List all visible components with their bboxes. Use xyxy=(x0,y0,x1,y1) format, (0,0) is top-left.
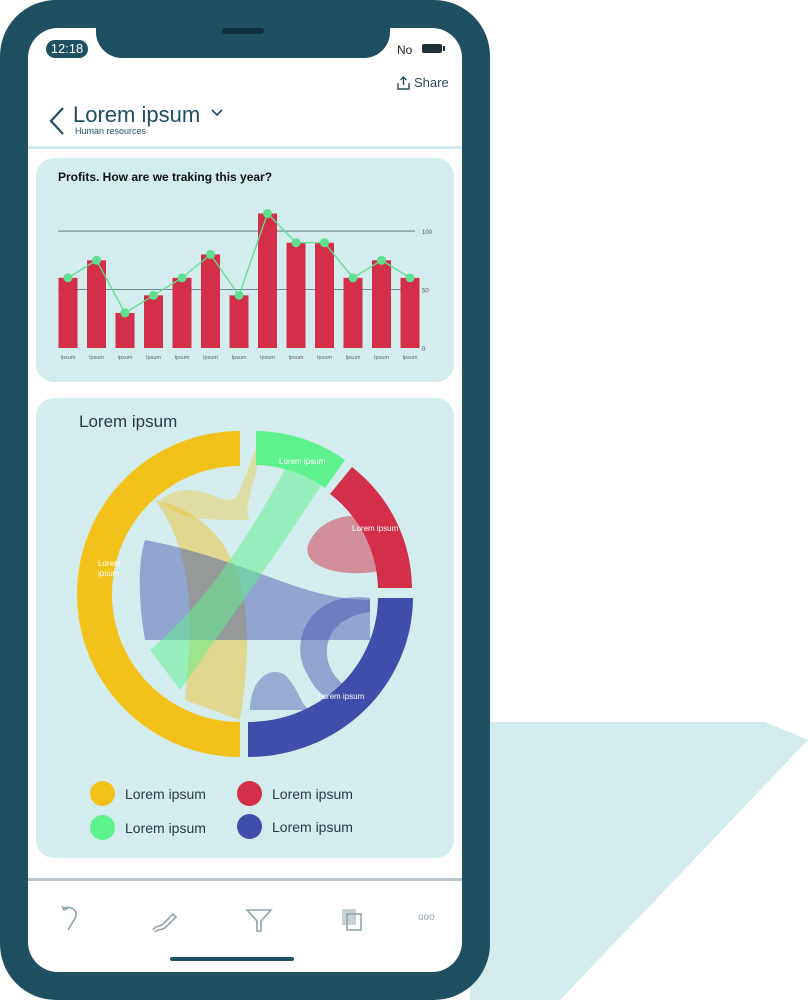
pen-icon[interactable] xyxy=(151,910,179,934)
segment-label-blue: Lorem ipsum xyxy=(318,692,365,701)
x-tick-label: Ipsum xyxy=(175,355,190,361)
x-tick-label: Ipsum xyxy=(374,355,389,361)
trend-point xyxy=(206,249,215,259)
legend-item-red: Lorem ipsum xyxy=(237,781,353,806)
trend-point xyxy=(263,209,272,219)
legend-item-blue: Lorem ipsum xyxy=(237,814,353,839)
bar xyxy=(343,277,363,348)
trend-point xyxy=(234,290,244,300)
legend-item-green: Lorem ipsum xyxy=(90,815,206,840)
x-tick-label: Ipsum xyxy=(118,355,133,361)
bar xyxy=(400,277,420,348)
trend-point xyxy=(291,238,301,248)
filter-icon[interactable] xyxy=(245,907,273,933)
trend-point xyxy=(63,273,73,283)
bar xyxy=(58,277,78,348)
share-label: Share xyxy=(414,75,449,90)
y-tick-label: 0 xyxy=(422,347,426,353)
distribution-card-title: Lorem ipsum xyxy=(79,412,178,431)
x-tick-label: Ipsum xyxy=(346,355,361,361)
bar xyxy=(372,260,391,348)
trend-point xyxy=(120,308,130,318)
legend-dot-red xyxy=(237,781,262,806)
bar xyxy=(315,242,334,348)
profits-card-title: Profits. How are we traking this year? xyxy=(58,170,273,184)
segment-arc-blue xyxy=(248,598,413,757)
chevron-down-icon[interactable] xyxy=(211,108,223,118)
segment-label-yellow: Lorem xyxy=(98,559,121,568)
trend-point xyxy=(377,255,386,265)
undo-icon[interactable] xyxy=(60,904,82,932)
legend-dot-yellow xyxy=(90,781,115,806)
legend-label: Lorem ipsum xyxy=(125,785,206,802)
header-divider xyxy=(28,146,462,149)
x-tick-label: Ipsum xyxy=(61,355,76,361)
ribbon-yellow-green xyxy=(160,432,262,520)
legend-item-yellow: Lorem ipsum xyxy=(90,781,206,806)
bar xyxy=(286,242,306,348)
y-tick-label: 50 xyxy=(422,289,429,295)
legend-dot-blue xyxy=(237,814,262,839)
x-tick-label: Ipsum xyxy=(403,355,418,361)
bar xyxy=(229,295,249,348)
speaker-grille xyxy=(222,28,264,34)
home-indicator[interactable] xyxy=(170,957,294,961)
segment-label-red: Lorem ipsum xyxy=(352,524,399,533)
x-tick-label: Ipsum xyxy=(317,355,332,361)
x-tick-label: Ipsum xyxy=(89,355,104,361)
bar xyxy=(115,312,135,348)
ribbon-blue-loop xyxy=(300,597,370,706)
bar xyxy=(172,277,192,348)
trend-point xyxy=(405,273,415,283)
trend-point xyxy=(149,290,158,300)
toolbar-divider xyxy=(28,878,462,881)
bar xyxy=(258,213,277,348)
trend-point xyxy=(177,273,187,283)
legend-label: Lorem ipsum xyxy=(125,819,206,836)
segment-arc-yellow xyxy=(77,431,240,757)
x-tick-label: Ipsum xyxy=(203,355,218,361)
page-subtitle: Human resources xyxy=(75,126,147,136)
bar xyxy=(201,254,220,348)
segment-arc-green xyxy=(256,431,345,488)
x-tick-label: Ipsum xyxy=(146,355,161,361)
bar xyxy=(87,260,106,348)
share-button[interactable]: Share xyxy=(397,75,449,90)
x-tick-label: Ipsum xyxy=(232,355,247,361)
legend-dot-green xyxy=(90,815,115,840)
copy-icon[interactable] xyxy=(340,907,364,933)
page-title[interactable]: Lorem ipsum xyxy=(73,102,201,127)
x-tick-label: Ipsum xyxy=(260,355,275,361)
segment-label-yellow-2: ipsum xyxy=(98,569,120,578)
battery-icon xyxy=(422,44,445,53)
y-tick-label: 100 xyxy=(422,230,433,236)
legend-label: Lorem ipsum xyxy=(272,818,353,835)
trend-point xyxy=(348,273,358,283)
segment-arc-red xyxy=(330,467,412,588)
bar xyxy=(144,295,163,348)
status-time: 12:18 xyxy=(46,40,88,58)
share-icon xyxy=(397,75,410,90)
x-tick-label: Ipsum xyxy=(289,355,304,361)
trend-point xyxy=(92,255,101,265)
more-icon[interactable]: ooo xyxy=(418,912,435,923)
back-chevron-icon[interactable] xyxy=(48,106,66,136)
ribbon-blue-lower xyxy=(250,671,310,710)
ribbon-green-diag xyxy=(150,440,340,690)
status-carrier: No xyxy=(397,43,413,57)
segment-label-green: Lorem ipsum xyxy=(279,457,326,466)
trend-point xyxy=(320,238,329,248)
legend-label: Lorem ipsum xyxy=(272,785,353,802)
